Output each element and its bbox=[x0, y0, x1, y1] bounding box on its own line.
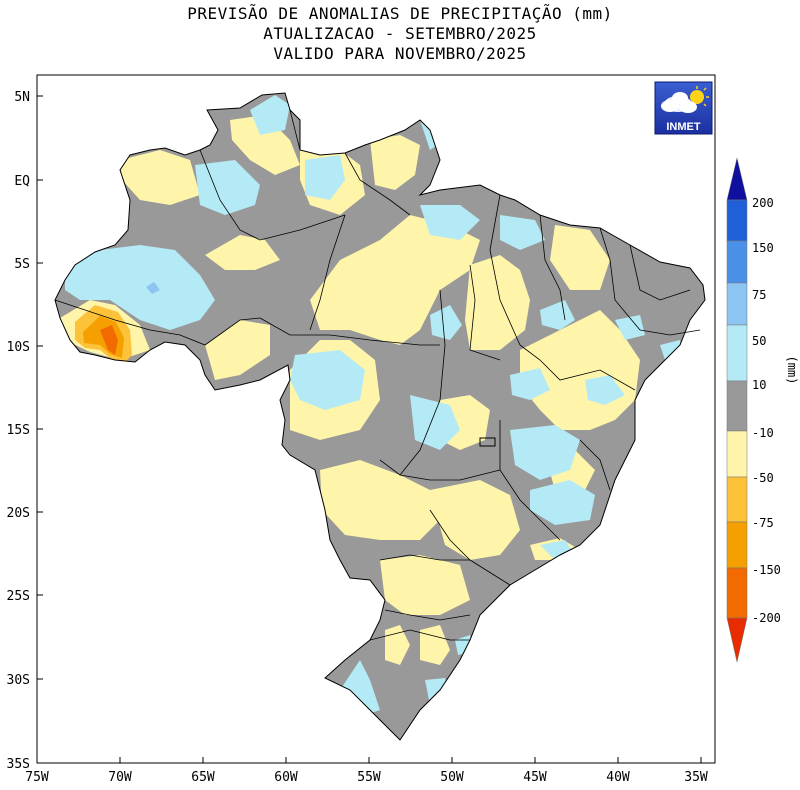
blue-para-east bbox=[420, 205, 480, 240]
colorbar-segment bbox=[726, 282, 748, 326]
lon-label: 70W bbox=[108, 770, 132, 785]
longitude-labels: 75W 70W 65W 60W 55W 50W 45W 40W 35W bbox=[25, 770, 708, 785]
lat-label: 20S bbox=[7, 506, 30, 521]
colorbar-bottom-arrow bbox=[726, 617, 748, 663]
yellow-sc bbox=[420, 625, 450, 665]
colorbar-label: -10 bbox=[752, 426, 774, 440]
lat-label: 5S bbox=[14, 257, 30, 272]
yellow-roraima-west bbox=[120, 150, 200, 205]
lon-label: 35W bbox=[684, 770, 708, 785]
colorbar-segment bbox=[726, 430, 748, 478]
colorbar-segment bbox=[726, 567, 748, 619]
yellow-parana bbox=[380, 555, 470, 615]
lon-label: 60W bbox=[274, 770, 298, 785]
yellow-roraima bbox=[230, 115, 300, 175]
blue-goias-west bbox=[410, 395, 460, 450]
colorbar-label: -150 bbox=[752, 563, 781, 577]
colorbar-segment bbox=[726, 521, 748, 569]
blue-piaui bbox=[540, 300, 575, 330]
colorbar-label: -200 bbox=[752, 611, 781, 625]
colorbar-segment bbox=[726, 476, 748, 523]
colorbar-segment bbox=[726, 199, 748, 242]
blue-amazonas-north bbox=[195, 160, 260, 215]
colorbar-segment bbox=[726, 324, 748, 382]
blue-maranhao-north bbox=[500, 215, 545, 250]
colorbar-label: 75 bbox=[752, 288, 766, 302]
logo-text: INMET bbox=[666, 121, 701, 133]
colorbar-label: 200 bbox=[752, 196, 774, 210]
lat-label: 35S bbox=[7, 757, 30, 772]
colorbar-label: -50 bbox=[752, 471, 774, 485]
lon-label: 40W bbox=[606, 770, 630, 785]
lat-label: EQ bbox=[14, 174, 30, 189]
blue-pernambuco bbox=[615, 315, 645, 340]
blue-mato-grosso bbox=[290, 350, 365, 410]
yellow-central-north bbox=[310, 215, 480, 345]
colorbar-label: 150 bbox=[752, 241, 774, 255]
mid-blue-spot bbox=[146, 282, 160, 294]
yellow-ms bbox=[320, 460, 440, 540]
yellow-tocantins bbox=[465, 255, 530, 350]
title-line-1: PREVISÃO DE ANOMALIAS DE PRECIPITAÇÃO (m… bbox=[187, 4, 613, 23]
blue-minas bbox=[510, 425, 580, 480]
inmet-logo: INMET bbox=[654, 81, 713, 135]
blue-para-north bbox=[305, 155, 345, 200]
blue-minas-south bbox=[530, 480, 595, 525]
lon-label: 55W bbox=[357, 770, 381, 785]
axis-ticks bbox=[37, 95, 702, 763]
federal-district bbox=[479, 437, 496, 447]
blue-bahia-west bbox=[510, 368, 550, 400]
state-borders bbox=[54, 109, 701, 641]
lat-label: 25S bbox=[7, 589, 30, 604]
cloud-sun-icon bbox=[661, 86, 709, 113]
lat-label: 5N bbox=[14, 90, 30, 105]
colorbar-label: 10 bbox=[752, 378, 766, 392]
blue-roraima-north bbox=[250, 95, 290, 135]
lat-label: 30S bbox=[7, 673, 30, 688]
blue-bahia-east bbox=[585, 375, 625, 405]
colorbar-segment bbox=[726, 240, 748, 284]
colorbar-segment bbox=[726, 380, 748, 432]
yellow-maranhao bbox=[550, 225, 610, 290]
lon-label: 65W bbox=[191, 770, 215, 785]
colorbar-label: -75 bbox=[752, 516, 774, 530]
yellow-rondonia bbox=[205, 320, 270, 380]
dark-orange-acre bbox=[100, 325, 118, 355]
colorbar-label: 50 bbox=[752, 334, 766, 348]
blue-tocantins bbox=[430, 305, 462, 340]
yellow-sp-mg bbox=[430, 480, 520, 560]
lon-label: 50W bbox=[440, 770, 464, 785]
latitude-labels: 5N EQ 5S 10S 15S 20S 25S 30S 35S bbox=[7, 90, 31, 772]
blue-acre-amazonas bbox=[65, 245, 215, 330]
yellow-amazonas-east bbox=[205, 235, 280, 270]
colorbar: 200 150 75 50 10 -10 -50 -75 -150 -200 (… bbox=[726, 157, 799, 663]
yellow-amapa-west bbox=[370, 135, 420, 190]
lat-label: 15S bbox=[7, 423, 30, 438]
lon-label: 45W bbox=[523, 770, 547, 785]
title-line-2: ATUALIZACAO - SETEMBRO/2025 bbox=[263, 24, 537, 43]
lat-label: 10S bbox=[7, 340, 30, 355]
colorbar-top-arrow bbox=[726, 157, 748, 201]
map-title: PREVISÃO DE ANOMALIAS DE PRECIPITAÇÃO (m… bbox=[0, 4, 800, 64]
lon-label: 75W bbox=[25, 770, 49, 785]
title-line-3: VALIDO PARA NOVEMBRO/2025 bbox=[273, 44, 527, 63]
colorbar-unit: (mm) bbox=[785, 356, 799, 385]
